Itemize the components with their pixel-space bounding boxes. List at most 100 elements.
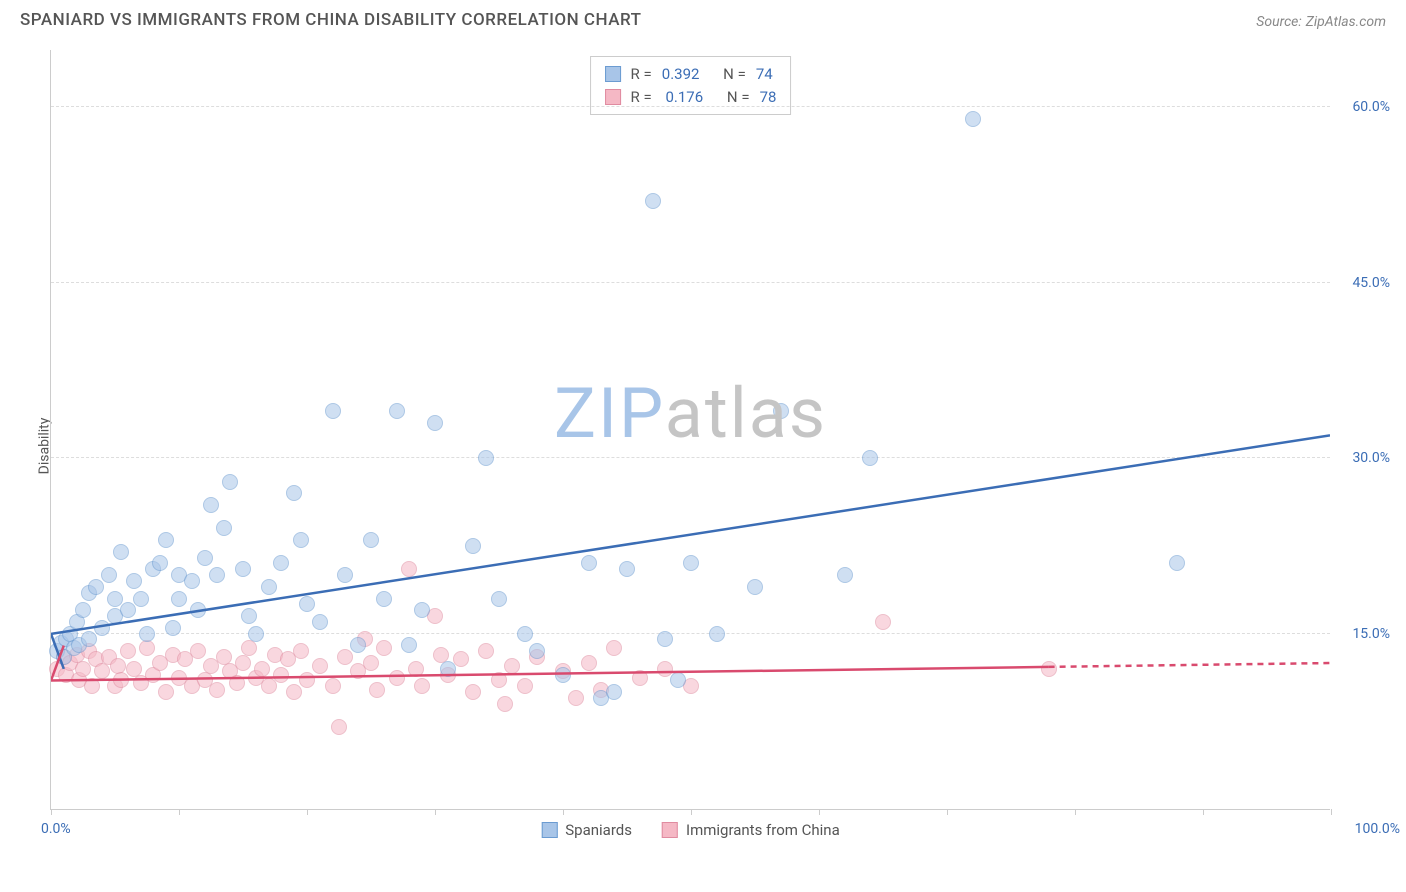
scatter-point-series2	[414, 678, 430, 694]
scatter-point-series2	[408, 661, 424, 677]
scatter-point-series1	[203, 497, 219, 513]
scatter-point-series1	[606, 684, 622, 700]
scatter-point-series1	[261, 579, 277, 595]
watermark-part2: atlas	[665, 373, 827, 455]
scatter-point-series2	[299, 672, 315, 688]
scatter-point-series1	[389, 403, 405, 419]
legend-item-series2: Immigrants from China	[662, 821, 840, 839]
scatter-point-series1	[414, 602, 430, 618]
scatter-point-series2	[84, 678, 100, 694]
stats-row-series1: R = 0.392 N = 74	[605, 63, 777, 86]
scatter-point-series1	[75, 602, 91, 618]
scatter-point-series1	[581, 555, 597, 571]
scatter-point-series2	[325, 678, 341, 694]
scatter-point-series1	[101, 567, 117, 583]
r-value-1: 0.392	[662, 63, 700, 86]
scatter-point-series1	[862, 450, 878, 466]
scatter-point-series1	[222, 474, 238, 490]
watermark-part1: ZIP	[554, 373, 665, 455]
legend-label-2: Immigrants from China	[686, 821, 840, 839]
x-tick-label-max: 100.0%	[1355, 821, 1400, 837]
y-tick-label: 60.0%	[1352, 99, 1390, 115]
scatter-point-series2	[158, 684, 174, 700]
scatter-point-series1	[709, 626, 725, 642]
scatter-point-series1	[529, 643, 545, 659]
swatch-series1	[605, 66, 621, 82]
legend-swatch-1	[541, 822, 557, 838]
scatter-point-series2	[517, 678, 533, 694]
grid-line	[51, 106, 1330, 107]
scatter-point-series1	[273, 555, 289, 571]
scatter-point-series2	[369, 682, 385, 698]
scatter-point-series2	[241, 640, 257, 656]
scatter-point-series2	[389, 670, 405, 686]
x-tick	[947, 809, 948, 815]
scatter-point-series2	[139, 640, 155, 656]
scatter-point-series1	[670, 672, 686, 688]
scatter-point-series1	[139, 626, 155, 642]
scatter-point-series1	[216, 520, 232, 536]
scatter-point-series2	[293, 643, 309, 659]
x-tick	[435, 809, 436, 815]
n-label-2: N =	[727, 86, 750, 109]
scatter-point-series1	[126, 573, 142, 589]
scatter-point-series1	[158, 532, 174, 548]
scatter-point-series1	[190, 602, 206, 618]
n-value-1: 74	[756, 63, 773, 86]
scatter-point-series2	[581, 655, 597, 671]
scatter-point-series1	[120, 602, 136, 618]
scatter-point-series1	[113, 544, 129, 560]
grid-line	[51, 282, 1330, 283]
y-tick-label: 30.0%	[1352, 450, 1390, 466]
scatter-point-series2	[235, 655, 251, 671]
scatter-point-series1	[440, 661, 456, 677]
chart-title: SPANIARD VS IMMIGRANTS FROM CHINA DISABI…	[20, 10, 642, 30]
scatter-point-series2	[254, 661, 270, 677]
r-label-1: R =	[631, 63, 652, 86]
scatter-point-series1	[88, 579, 104, 595]
scatter-point-series1	[312, 614, 328, 630]
scatter-point-series1	[299, 596, 315, 612]
scatter-point-series2	[273, 667, 289, 683]
scatter-point-series2	[376, 640, 392, 656]
scatter-point-series2	[504, 658, 520, 674]
scatter-point-series2	[286, 684, 302, 700]
n-label-1: N =	[723, 63, 746, 86]
scatter-point-series1	[773, 403, 789, 419]
x-tick	[1203, 809, 1204, 815]
scatter-point-series1	[401, 637, 417, 653]
x-tick	[179, 809, 180, 815]
scatter-point-series1	[184, 573, 200, 589]
scatter-point-series2	[478, 643, 494, 659]
scatter-point-series2	[113, 672, 129, 688]
n-value-2: 78	[760, 86, 777, 109]
swatch-series2	[605, 89, 621, 105]
stats-row-series2: R = 0.176 N = 78	[605, 86, 777, 109]
scatter-point-series1	[241, 608, 257, 624]
scatter-point-series2	[229, 675, 245, 691]
scatter-point-series1	[286, 485, 302, 501]
scatter-point-series2	[94, 663, 110, 679]
scatter-point-series1	[248, 626, 264, 642]
scatter-point-series2	[337, 649, 353, 665]
scatter-point-series2	[465, 684, 481, 700]
source-attribution: Source: ZipAtlas.com	[1256, 11, 1386, 30]
trend-line	[51, 435, 1330, 634]
scatter-point-series1	[171, 591, 187, 607]
scatter-point-series2	[312, 658, 328, 674]
x-tick	[1075, 809, 1076, 815]
r-label-2: R =	[631, 86, 652, 109]
scatter-point-series2	[209, 682, 225, 698]
r-value-2: 0.176	[662, 86, 703, 109]
scatter-point-series1	[465, 538, 481, 554]
scatter-point-series1	[337, 567, 353, 583]
x-tick	[51, 809, 52, 815]
scatter-point-series1	[747, 579, 763, 595]
source-label: Source:	[1256, 14, 1301, 30]
y-tick-label: 15.0%	[1352, 626, 1390, 642]
y-tick-label: 45.0%	[1352, 275, 1390, 291]
scatter-point-series2	[1041, 661, 1057, 677]
legend-swatch-2	[662, 822, 678, 838]
scatter-point-series1	[837, 567, 853, 583]
scatter-point-series1	[427, 415, 443, 431]
